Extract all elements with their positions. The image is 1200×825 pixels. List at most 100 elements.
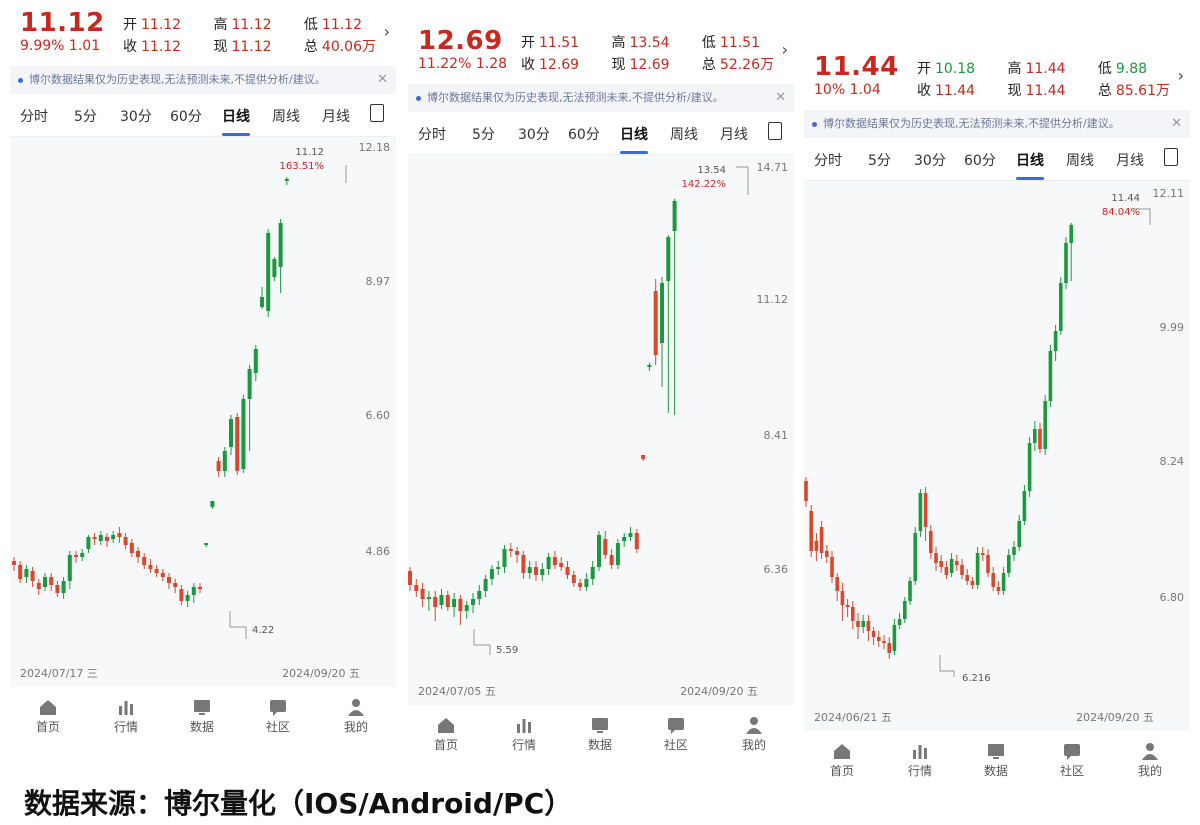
candle-body [160,573,165,577]
bottom-nav: 首页 行情 数据 社区 我的 [10,692,396,740]
close-icon[interactable]: ✕ [377,72,388,87]
tab-monthly[interactable]: 月线 [720,127,748,143]
close-icon[interactable]: ✕ [775,90,786,105]
candlestick-chart[interactable]: 14.71 11.12 8.41 6.36 13.54 142.22% 5.59 2024/0… [408,155,794,705]
now-label: 现 [1007,83,1022,99]
tab-weekly[interactable]: 周线 [670,127,698,143]
candle-body [278,223,283,267]
candle-body [527,567,532,573]
open-label: 开 [917,61,931,77]
home-icon [834,744,850,759]
tab-5min[interactable]: 5分 [472,127,495,143]
tab-monthly[interactable]: 月线 [322,109,350,125]
tab-intraday[interactable]: 分时 [814,153,842,169]
candle-body [247,369,252,399]
tab-monthly[interactable]: 月线 [1116,153,1144,169]
candle-body [67,555,72,581]
tab-30min[interactable]: 30分 [120,109,152,125]
tab-30min[interactable]: 30分 [914,153,946,169]
candle-body [609,555,614,565]
nav-community[interactable]: 社区 [652,716,700,753]
y-axis-label: 9.99 [1160,321,1185,334]
candlestick-chart[interactable]: 12.11 9.99 8.24 6.80 11.44 84.04% 6.216 2024/06… [804,181,1190,731]
candle-body [944,567,949,575]
open-value: 11.12 [141,17,182,33]
high-marker-label: 11.44 [1111,193,1140,204]
rotate-screen-icon[interactable] [370,104,384,122]
tab-daily[interactable]: 日线 [1016,150,1044,180]
nav-data[interactable]: 数据 [178,698,226,735]
nav-home[interactable]: 首页 [24,698,72,735]
close-icon[interactable]: ✕ [1171,116,1182,131]
chevron-right-icon[interactable]: › [383,22,390,41]
candle-body [1069,225,1073,243]
candle-body [918,493,923,531]
chevron-right-icon[interactable]: › [781,40,788,59]
candle-body [578,583,583,587]
candle-body [887,643,891,653]
marker-bracket [939,655,955,677]
tab-intraday[interactable]: 分时 [418,127,446,143]
tab-weekly[interactable]: 周线 [272,109,300,125]
candlestick-svg: 12.18 8.97 6.60 4.86 11.12 163.51% 4.22 2024/07… [12,141,391,680]
nav-community[interactable]: 社区 [1048,742,1096,779]
open-value: 10.18 [935,61,976,77]
nav-home[interactable]: 首页 [818,742,866,779]
chevron-right-icon[interactable]: › [1177,66,1184,85]
candle-body [1059,283,1063,331]
close-value: 12.69 [539,57,580,73]
nav-profile[interactable]: 我的 [332,698,380,735]
candle-body [173,583,178,587]
candle-body [929,531,933,553]
rotate-screen-icon[interactable] [1164,148,1178,166]
candle-body [534,567,538,575]
total-label: 总 [701,57,716,73]
tab-daily[interactable]: 日线 [620,124,648,154]
tab-60min[interactable]: 60分 [568,127,600,143]
rotate-screen-icon[interactable] [768,122,782,140]
nav-label: 我的 [741,738,766,752]
nav-profile[interactable]: 我的 [730,716,778,753]
candle-body [111,535,116,539]
candle-body [628,533,633,537]
nav-data[interactable]: 数据 [972,742,1020,779]
quote-header[interactable]: 11.44 10% 1.04 开 10.18 高 11.44 低 9.88 收 11.4… [804,44,1190,106]
candle-body [12,561,16,565]
candle-body [477,591,482,599]
nav-market[interactable]: 行情 [102,698,150,735]
tab-5min[interactable]: 5分 [868,153,891,169]
nav-market[interactable]: 行情 [896,742,944,779]
candle-body [123,537,128,545]
candlestick-chart[interactable]: 12.18 8.97 6.60 4.86 11.12 163.51% 4.22 2024/07… [10,137,396,687]
current-price: 11.44 [814,52,899,82]
y-axis-label: 6.60 [366,409,391,422]
candle-body [653,291,658,355]
tab-5min[interactable]: 5分 [74,109,97,125]
tab-60min[interactable]: 60分 [964,153,996,169]
profile-icon [348,699,364,716]
price-change: 9.99% 1.01 [20,38,101,54]
high-marker-label: 11.12 [295,147,324,158]
nav-home[interactable]: 首页 [422,716,470,753]
low-marker-label: 5.59 [496,645,518,656]
marker-bracket [1134,208,1151,225]
price-change: 11.22% 1.28 [418,56,508,72]
tab-30min[interactable]: 30分 [518,127,550,143]
quote-header[interactable]: 12.69 11.22% 1.28 开 11.51 高 13.54 低 11.51 收… [408,18,794,80]
end-date: 2024/09/20 五 [1076,711,1154,724]
nav-market[interactable]: 行情 [500,716,548,753]
nav-data[interactable]: 数据 [576,716,624,753]
candle-body [92,537,97,539]
nav-profile[interactable]: 我的 [1126,742,1174,779]
total-value: 85.61万 [1115,83,1170,99]
now-label: 现 [611,57,626,73]
tab-intraday[interactable]: 分时 [20,109,48,125]
tab-daily[interactable]: 日线 [222,106,250,136]
candle-body [98,535,103,541]
nav-community[interactable]: 社区 [254,698,302,735]
tab-60min[interactable]: 60分 [170,109,202,125]
tab-weekly[interactable]: 周线 [1066,153,1094,169]
market-icon [913,745,927,759]
candle-body [641,455,646,459]
